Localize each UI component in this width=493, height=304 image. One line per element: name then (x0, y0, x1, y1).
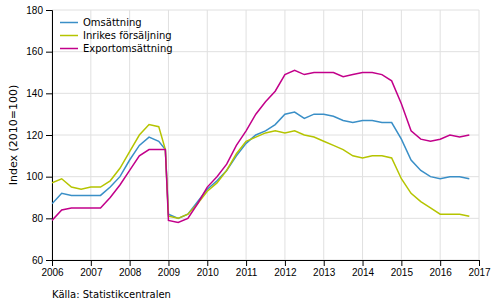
tick-label: 120 (26, 130, 43, 141)
tick: 2011 (236, 260, 258, 278)
tick: 2017 (468, 260, 491, 278)
grid-line (52, 176, 479, 177)
tick-mark (324, 260, 325, 266)
grid (52, 10, 479, 260)
tick: 120 (26, 130, 52, 141)
tick-label: 2016 (430, 267, 453, 278)
tick-label: 2013 (313, 267, 336, 278)
legend-item: Omsättning (60, 17, 142, 28)
tick-label: 2010 (197, 267, 220, 278)
grid-line (52, 10, 479, 11)
legend-item: Exportomsättning (60, 43, 173, 54)
tick-mark (130, 260, 131, 266)
y-axis-title: Index (2010=100) (7, 85, 20, 186)
plot: 2006 2007 2008 2009 2010 2011 2012 2013 2014 2015… (26, 5, 491, 278)
tick-label: 180 (26, 5, 43, 16)
tick: 2010 (197, 260, 220, 278)
y-axis: 60 80 100 120 140 160 180 (26, 5, 52, 266)
legend-label: Inrikes försäljning (83, 30, 172, 41)
tick-label: 2009 (158, 267, 181, 278)
tick-label: 2017 (468, 267, 491, 278)
legend-item: Inrikes försäljning (60, 30, 172, 41)
tick: 2006 (41, 260, 64, 278)
tick: 2009 (158, 260, 181, 278)
tick-label: 2006 (41, 267, 64, 278)
grid-line (479, 10, 480, 260)
tick: 2008 (119, 260, 142, 278)
tick: 180 (26, 5, 52, 16)
tick: 160 (26, 46, 52, 57)
legend-swatch (60, 35, 78, 37)
tick-mark (91, 260, 92, 266)
tick-mark (479, 260, 480, 266)
chart: 2006 2007 2008 2009 2010 2011 2012 2013 2014 2015… (0, 0, 493, 304)
tick-label: 2012 (274, 267, 297, 278)
series-line (52, 70, 469, 222)
axis-line (46, 11, 53, 261)
grid-line (284, 10, 285, 260)
tick-label: 140 (26, 88, 43, 99)
tick-mark (46, 177, 52, 178)
tick-mark (363, 260, 364, 266)
source: Källa: Statistikcentralen (52, 289, 171, 300)
tick-mark (285, 260, 286, 266)
tick-mark (46, 10, 52, 11)
series-line (52, 112, 469, 218)
lines (52, 70, 469, 222)
tick-mark (440, 260, 441, 266)
tick-mark (46, 260, 52, 261)
x-axis: 2006 2007 2008 2009 2010 2011 2012 2013 2014 2015… (41, 260, 491, 278)
tick-label: 2011 (236, 267, 258, 278)
tick-mark (246, 260, 247, 266)
grid-line (207, 10, 208, 260)
grid-line (362, 10, 363, 260)
legend: Omsättning Inrikes försäljning Exportomsät… (60, 17, 173, 54)
tick-label: 2015 (391, 267, 414, 278)
tick-mark (46, 135, 52, 136)
tick-mark (46, 93, 52, 94)
tick: 2014 (352, 260, 375, 278)
tick-label: 2008 (119, 267, 142, 278)
tick: 2016 (430, 260, 453, 278)
grid-line (52, 93, 479, 94)
tick-mark (46, 218, 52, 219)
tick-mark (46, 52, 52, 53)
tick: 140 (26, 88, 52, 99)
grid-line (440, 10, 441, 260)
tick-mark (168, 260, 169, 266)
tick: 100 (26, 171, 52, 182)
series-line (52, 125, 469, 219)
legend-swatch (60, 22, 78, 24)
tick: 60 (32, 255, 52, 266)
tick-label: 160 (26, 46, 43, 57)
tick: 2015 (391, 260, 414, 278)
legend-label: Exportomsättning (83, 43, 173, 54)
tick: 2013 (313, 260, 336, 278)
grid-line (401, 10, 402, 260)
tick-label: 80 (32, 213, 44, 224)
tick-label: 2007 (80, 267, 103, 278)
grid-line (323, 10, 324, 260)
tick-label: 60 (32, 255, 44, 266)
tick: 2007 (80, 260, 103, 278)
tick-label: 100 (26, 171, 43, 182)
tick: 2012 (274, 260, 297, 278)
grid-line (52, 218, 479, 219)
tick-label: 2014 (352, 267, 375, 278)
grid-line (246, 10, 247, 260)
legend-swatch (60, 48, 78, 50)
tick: 80 (32, 213, 52, 224)
tick-mark (401, 260, 402, 266)
axis-line (53, 261, 480, 267)
tick-mark (207, 260, 208, 266)
legend-label: Omsättning (83, 17, 142, 28)
